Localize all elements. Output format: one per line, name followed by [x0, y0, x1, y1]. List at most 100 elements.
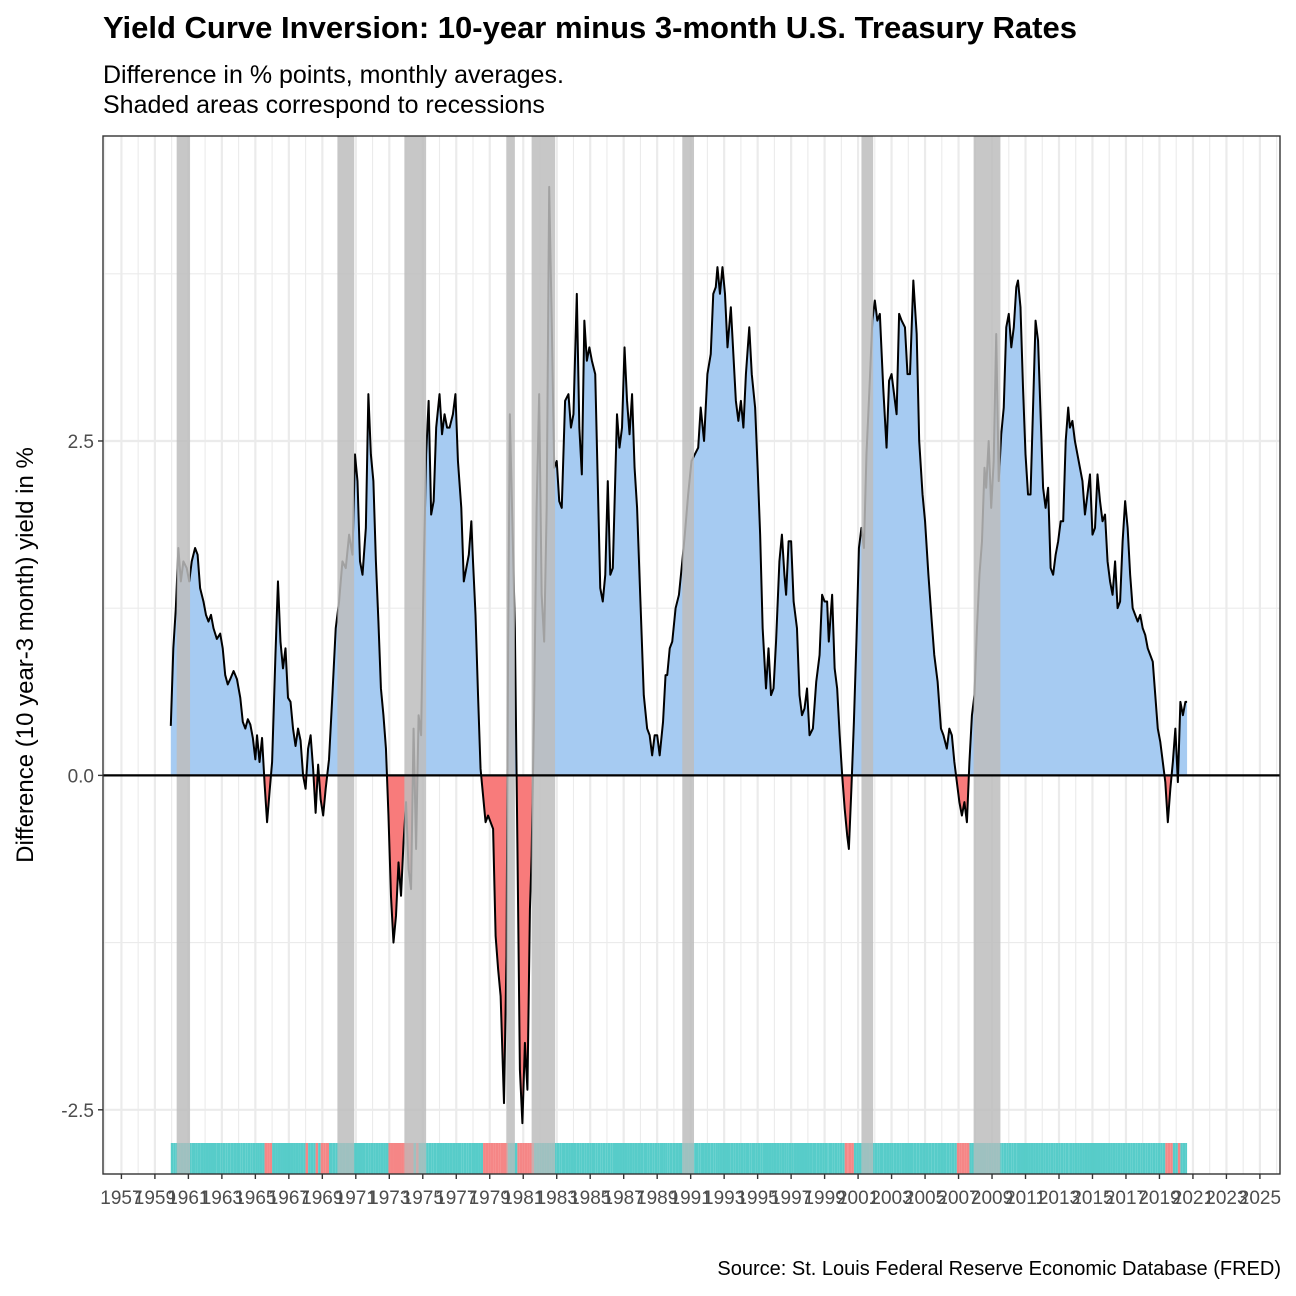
rug-mark-normal [576, 1143, 580, 1174]
rug-mark-normal [607, 1143, 611, 1174]
rug-mark-normal [842, 1143, 845, 1174]
rug-mark-normal [640, 1143, 644, 1174]
rug-mark-normal [1033, 1143, 1036, 1174]
rug-mark-inverted [527, 1143, 530, 1174]
x-tick-label: 1971 [335, 1188, 377, 1209]
rug-mark-normal [1074, 1143, 1078, 1174]
rug-mark-normal [751, 1143, 756, 1174]
rug-mark-normal [632, 1143, 635, 1174]
rug-mark-normal [236, 1143, 241, 1174]
rug-mark-normal [637, 1143, 641, 1174]
rug-mark-normal [896, 1143, 900, 1174]
rug-mark-normal [368, 1143, 371, 1174]
rug-mark-normal [1160, 1143, 1163, 1174]
rug-mark-normal [233, 1143, 237, 1174]
rug-mark-normal [1011, 1143, 1014, 1174]
x-tick-label: 1989 [636, 1188, 678, 1209]
rug-mark-inverted [522, 1143, 525, 1174]
rug-mark-normal [222, 1143, 226, 1174]
rug-mark-normal [757, 1143, 761, 1174]
rug-mark-normal [1130, 1143, 1133, 1174]
x-tick-label: 1979 [469, 1188, 511, 1209]
rug-mark-normal [1060, 1143, 1064, 1174]
rug-mark-normal [290, 1143, 294, 1174]
rug-mark-normal [824, 1143, 828, 1174]
rug-mark-normal [1102, 1143, 1106, 1174]
rug-mark-normal [1038, 1143, 1041, 1174]
rug-mark-normal [208, 1143, 211, 1174]
rug-mark-normal [745, 1143, 750, 1174]
rug-mark-normal [1020, 1143, 1024, 1174]
rug-mark-normal [624, 1143, 628, 1174]
recession-band-rug [531, 1143, 556, 1174]
rug-mark-normal [373, 1143, 376, 1174]
rug-mark-inverted [483, 1143, 486, 1174]
x-tick-label: 1975 [402, 1188, 444, 1209]
rug-mark-normal [1162, 1143, 1166, 1174]
rug-mark-normal [318, 1143, 321, 1174]
rug-mark-normal [565, 1143, 569, 1174]
y-tick-label: 0.0 [68, 766, 94, 787]
rug-mark-normal [672, 1143, 676, 1174]
rug-mark-normal [589, 1143, 592, 1174]
rug-mark-normal [242, 1143, 246, 1174]
rug-mark-normal [649, 1143, 653, 1174]
rug-mark-normal [1132, 1143, 1136, 1174]
rug-mark-normal [1030, 1143, 1034, 1174]
panel-frame [102, 135, 1281, 1175]
rug-mark-normal [468, 1143, 472, 1174]
rug-mark-normal [1084, 1143, 1088, 1174]
x-tick-label: 1981 [502, 1188, 544, 1209]
rug-mark-normal [554, 1143, 557, 1174]
x-tick-label: 2021 [1172, 1188, 1214, 1209]
rug-mark-normal [473, 1143, 476, 1174]
rug-mark-normal [1065, 1143, 1069, 1174]
rug-mark-inverted [264, 1143, 268, 1174]
rug-mark-normal [277, 1143, 281, 1174]
x-tick-label: 1957 [100, 1188, 142, 1209]
rug-mark-inverted [1170, 1143, 1173, 1174]
rug-mark-normal [889, 1143, 892, 1174]
rug-mark-normal [1172, 1143, 1176, 1174]
rug-mark-normal [282, 1143, 286, 1174]
rug-mark-normal [877, 1143, 880, 1174]
x-tick-label: 1959 [134, 1188, 176, 1209]
rug-mark-normal [828, 1143, 833, 1174]
rug-mark-normal [791, 1143, 794, 1174]
rug-mark-normal [928, 1143, 932, 1174]
rug-mark-normal [1089, 1143, 1093, 1174]
rug-mark-normal [568, 1143, 571, 1174]
rug-mark-normal [1110, 1143, 1113, 1174]
rug-mark-normal [616, 1143, 620, 1174]
rug-mark-normal [784, 1143, 787, 1174]
rug-mark-normal [738, 1143, 741, 1174]
rug-mark-normal [280, 1143, 283, 1174]
rug-mark-normal [475, 1143, 479, 1174]
recession-band-rug [973, 1143, 1001, 1174]
rug-mark-normal [832, 1143, 835, 1174]
rug-mark-normal [899, 1143, 902, 1174]
rug-mark-normal [595, 1143, 598, 1174]
rug-mark-normal [597, 1143, 601, 1174]
rug-mark-normal [556, 1143, 560, 1174]
rug-mark-normal [586, 1143, 590, 1174]
x-tick-label: 1983 [536, 1188, 578, 1209]
rug-mark-normal [252, 1143, 256, 1174]
rug-mark-normal [220, 1143, 223, 1174]
x-tick-label: 2013 [1038, 1188, 1080, 1209]
chart-subtitle-line-2: Shaded areas correspond to recessions [103, 91, 545, 119]
x-tick-label: 2007 [937, 1188, 979, 1209]
rug-mark-normal [1125, 1143, 1128, 1174]
rug-mark-normal [1180, 1143, 1183, 1174]
rug-mark-inverted [1177, 1143, 1181, 1174]
rug-mark-normal [1082, 1143, 1085, 1174]
rug-mark-inverted [503, 1143, 507, 1174]
rug-mark-inverted [1167, 1143, 1171, 1174]
y-tick-label: -2.5 [61, 1101, 94, 1122]
rug-mark-normal [362, 1143, 366, 1174]
rug-mark-normal [1115, 1143, 1118, 1174]
rug-mark-normal [447, 1143, 450, 1174]
rug-mark-normal [444, 1143, 448, 1174]
rug-mark-normal [1117, 1143, 1121, 1174]
rug-mark-normal [879, 1143, 884, 1174]
